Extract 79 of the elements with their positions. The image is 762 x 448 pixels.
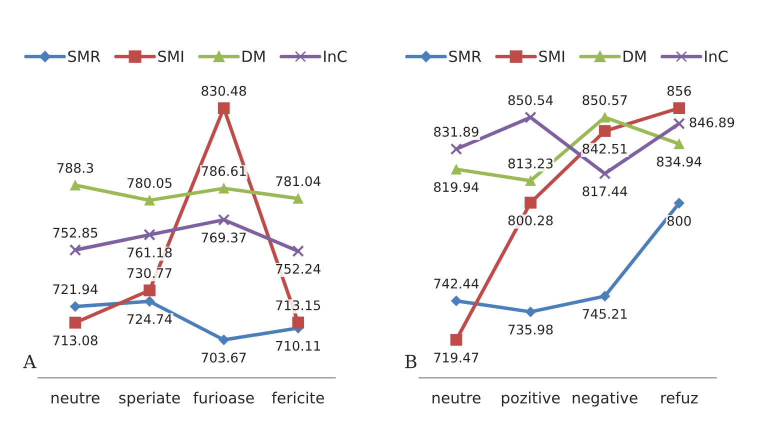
legend-label: InC: [324, 50, 347, 62]
point: [673, 118, 686, 130]
point: [524, 112, 536, 124]
data-label: 850.54: [508, 95, 553, 106]
data-label: 813.23: [508, 158, 553, 168]
point: [218, 214, 230, 226]
x-tick-label: fericite: [272, 392, 324, 404]
data-label: 752.85: [53, 228, 98, 238]
data-label: 819.94: [434, 182, 479, 192]
point: [144, 195, 155, 206]
data-label: 710.11: [276, 340, 320, 351]
data-label: 817.44: [582, 186, 628, 196]
data-label: 730.77: [128, 268, 172, 278]
data-label: 719.47: [434, 352, 478, 363]
data-label: 800: [667, 216, 691, 226]
point: [450, 334, 462, 346]
point: [69, 316, 82, 329]
data-label: 724.74: [128, 314, 172, 324]
data-label: 713.15: [276, 300, 320, 310]
x-tick-label: furioase: [193, 392, 254, 404]
x-tick-label: pozitive: [502, 392, 560, 407]
data-label: 842.51: [582, 144, 627, 154]
legend-label: InC: [705, 50, 728, 62]
data-label: 769.37: [202, 232, 246, 243]
point: [673, 102, 686, 114]
point: [525, 306, 536, 318]
point: [144, 228, 156, 241]
data-label: 781.04: [276, 176, 320, 186]
data-label: 742.44: [434, 278, 479, 288]
point: [144, 296, 155, 307]
data-label: 786.61: [202, 166, 246, 176]
data-label: 713.08: [53, 335, 98, 346]
text: B: [405, 354, 416, 368]
point: [144, 284, 156, 296]
point: [451, 164, 462, 175]
point: [524, 196, 536, 209]
data-label: 745.21: [582, 308, 627, 319]
point: [218, 334, 230, 346]
legend-label: DM: [624, 50, 646, 62]
data-label: 761.18: [128, 248, 172, 258]
x-tick-label: refuz: [661, 392, 698, 404]
data-label: 721.94: [53, 284, 98, 294]
point: [218, 102, 230, 114]
data-label: 735.98: [508, 324, 553, 335]
data-label: 830.48: [202, 86, 246, 96]
point: [525, 176, 536, 186]
data-label: 780.05: [128, 178, 172, 188]
data-label: 831.89: [434, 126, 478, 137]
text: A: [23, 354, 36, 368]
data-label: 703.67: [202, 352, 246, 363]
data-label: 856: [667, 86, 691, 96]
point: [69, 244, 82, 256]
x-tick-label: negative: [572, 392, 638, 407]
point: [598, 125, 611, 137]
point: [70, 180, 80, 190]
point: [450, 296, 462, 306]
x-tick-label: speriate: [119, 392, 180, 407]
legend-label: DM: [242, 50, 265, 62]
point: [292, 245, 304, 258]
legend-label: SMI: [158, 50, 184, 62]
point: [598, 168, 611, 180]
point: [292, 193, 304, 204]
data-label: 850.57: [582, 95, 627, 106]
point: [218, 183, 230, 194]
point: [600, 290, 610, 302]
data-label: 834.94: [656, 156, 702, 167]
point: [674, 198, 684, 208]
data-label: 800.28: [508, 215, 553, 226]
point: [674, 138, 684, 150]
legend-label: SMR: [449, 50, 482, 62]
data-label: 846.89: [690, 117, 734, 128]
point: [450, 143, 462, 155]
x-tick-label: neutre: [52, 392, 100, 404]
legend-label: SMI: [539, 50, 564, 62]
legend-label: SMR: [68, 50, 100, 62]
data-label: 752.24: [276, 264, 320, 274]
x-tick-label: neutre: [432, 392, 480, 404]
data-label: 788.3: [57, 162, 94, 173]
point: [292, 316, 304, 328]
